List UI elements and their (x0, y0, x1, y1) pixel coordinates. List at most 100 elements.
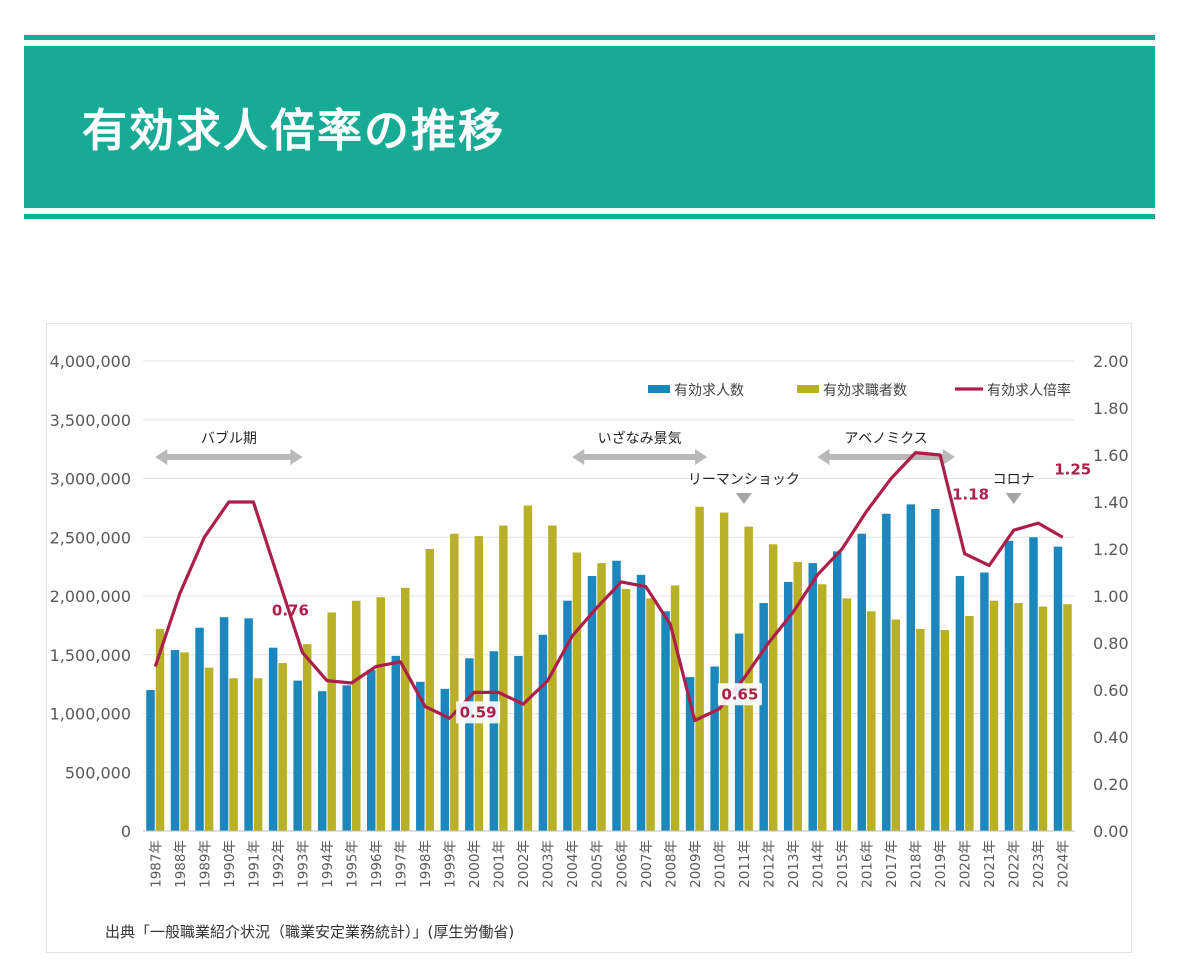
x-tick-label: 2012年 (761, 840, 777, 888)
bar-seekers (302, 644, 312, 831)
bar-openings (538, 634, 548, 831)
data-label: 0.76 (272, 601, 309, 619)
x-tick-label: 2003年 (541, 840, 557, 888)
bar-openings (244, 618, 253, 831)
y-right-tick-label: 2.00 (1093, 352, 1129, 371)
y-left-tick-label: 3,500,000 (50, 411, 131, 430)
legend-swatch (648, 385, 670, 393)
bar-seekers (204, 667, 214, 831)
bar-openings (195, 627, 204, 831)
bar-seekers (523, 505, 533, 831)
bar-seekers (376, 597, 385, 831)
bar-seekers (548, 525, 557, 831)
bar-openings (759, 603, 768, 831)
x-tick-label: 2008年 (663, 840, 679, 888)
y-left-tick-label: 2,000,000 (50, 587, 131, 606)
bar-seekers (278, 662, 287, 831)
bar-openings (268, 647, 278, 831)
bar-seekers (916, 628, 925, 831)
x-tick-label: 1998年 (418, 840, 434, 888)
period-label: アベノミクス (844, 431, 927, 447)
series-line-ratio (153, 451, 1064, 723)
y-right-tick-label: 0.60 (1093, 681, 1129, 700)
bar-openings (367, 670, 376, 831)
x-tick-label: 2009年 (688, 840, 704, 888)
y-left-tick-label: 3,000,000 (50, 470, 131, 489)
event-label: リーマンショック (688, 472, 800, 488)
period-arrow (817, 449, 955, 465)
y-right-tick-label: 1.20 (1093, 540, 1129, 559)
bar-openings (416, 681, 425, 831)
bar-seekers (572, 552, 582, 831)
y-left-tick-label: 2,500,000 (50, 528, 131, 547)
bar-openings (293, 680, 302, 831)
bar-seekers (842, 598, 851, 831)
x-tick-label: 2014年 (810, 840, 826, 888)
y-left-tick-label: 1,500,000 (50, 646, 131, 665)
x-tick-label: 1987年 (148, 840, 164, 888)
x-tick-label: 2013年 (786, 840, 802, 888)
data-label: 0.59 (460, 703, 497, 721)
bar-openings (440, 688, 450, 831)
x-tick-label: 2001年 (492, 840, 508, 888)
x-tick-label: 2021年 (982, 840, 998, 888)
event-marker (1005, 493, 1022, 504)
x-tick-label: 2016年 (860, 840, 876, 888)
x-tick-label: 2000年 (467, 840, 483, 888)
x-tick-label: 2017年 (884, 840, 900, 888)
bar-seekers (1038, 606, 1048, 831)
bar-openings (391, 655, 401, 831)
x-tick-label: 2007年 (639, 840, 655, 888)
bar-openings (563, 600, 572, 831)
bar-seekers (793, 561, 802, 831)
x-tick-label: 2023年 (1031, 840, 1047, 888)
x-tick-label: 1996年 (369, 840, 385, 888)
period-label: いざなみ景気 (598, 430, 682, 447)
bar-seekers (180, 652, 189, 831)
bar-openings (808, 563, 817, 831)
x-tick-label: 2011年 (737, 840, 753, 888)
bar-openings (1004, 540, 1014, 831)
x-tick-label: 1995年 (344, 840, 360, 888)
x-tick-label: 1994年 (320, 840, 336, 888)
x-tick-label: 2018年 (909, 840, 925, 888)
bar-openings (685, 677, 695, 831)
bar-seekers (401, 587, 410, 831)
x-tick-label: 2020年 (958, 840, 974, 888)
y-right-tick-label: 0.80 (1093, 634, 1129, 653)
bar-seekers (351, 600, 361, 831)
bar-seekers (621, 588, 631, 831)
x-tick-label: 1997年 (394, 840, 410, 888)
page-header-banner: 有効求人倍率の推移 (24, 46, 1155, 208)
data-label-bg (717, 683, 762, 706)
x-tick-label: 2004年 (565, 840, 581, 888)
bar-seekers (474, 536, 484, 831)
y-right-tick-label: 1.40 (1093, 493, 1129, 512)
bar-openings (342, 685, 351, 831)
bar-openings (219, 617, 229, 831)
x-tick-label: 1993年 (295, 840, 311, 888)
bar-seekers (891, 619, 901, 831)
x-tick-label: 2015年 (835, 840, 851, 888)
data-label: 1.18 (952, 486, 989, 504)
bar-openings (955, 576, 965, 831)
x-tick-label: 1999年 (443, 840, 459, 888)
y-left-tick-label: 4,000,000 (50, 352, 131, 371)
bar-openings (317, 691, 327, 831)
x-tick-label: 1988年 (173, 840, 189, 888)
bar-seekers (817, 584, 827, 831)
event-label: コロナ (993, 472, 1035, 488)
source-note: 出典「一般職業紹介状況（職業安定業務統計）」(厚生労働省) (105, 923, 515, 941)
y-right-tick-label: 0.40 (1093, 728, 1129, 747)
bar-seekers (867, 611, 876, 831)
bar-openings (710, 666, 719, 831)
bar-seekers (744, 526, 753, 831)
bar-openings (636, 574, 646, 831)
y-right-tick-label: 0.00 (1093, 822, 1129, 841)
bar-openings (146, 690, 155, 831)
bar-seekers (597, 563, 606, 831)
bar-seekers (965, 615, 974, 831)
bar-openings (906, 504, 916, 831)
bar-seekers (646, 598, 655, 831)
bar-seekers (229, 678, 238, 831)
